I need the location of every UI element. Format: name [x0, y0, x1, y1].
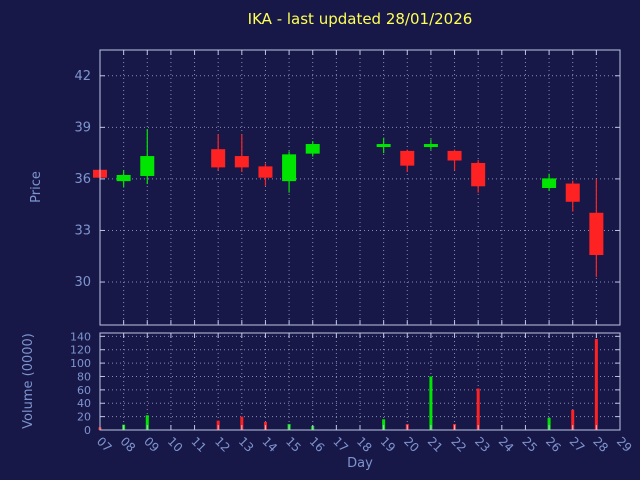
- candle-12: [211, 134, 226, 171]
- volume-bar-13: [240, 416, 244, 430]
- day-tick-label: 07: [94, 434, 115, 455]
- day-tick-label: 12: [212, 434, 233, 455]
- day-tick-label: 14: [259, 434, 280, 455]
- volume-tick-label: 20: [77, 411, 91, 424]
- day-tick-label: 23: [472, 434, 493, 455]
- candle-23: [471, 160, 486, 193]
- volume-tick-label: 80: [77, 370, 91, 383]
- candle-22: [447, 149, 462, 171]
- axes: [99, 49, 621, 431]
- day-tick-label: 19: [378, 434, 399, 455]
- day-tick-label: 16: [307, 434, 328, 455]
- day-tick-label: 20: [401, 434, 422, 455]
- day-tick-label: 08: [118, 434, 139, 455]
- volume-bar-28: [594, 339, 598, 430]
- volume-bar-19: [382, 419, 386, 430]
- candle-08: [116, 170, 131, 188]
- volume-bar-27: [571, 409, 575, 430]
- day-tick-label: 11: [188, 434, 209, 455]
- day-tick-label: 25: [519, 434, 540, 455]
- volume-tick-label: 140: [70, 330, 91, 343]
- candle-28: [589, 178, 604, 277]
- candle-26: [542, 173, 557, 191]
- candle-15: [282, 151, 297, 193]
- volume-tick-label: 40: [77, 397, 91, 410]
- volume-bar-26: [547, 417, 551, 430]
- price-tick-label: 39: [74, 120, 91, 135]
- chart-title: IKA - last updated 28/01/2026: [247, 10, 473, 28]
- price-tick-label: 36: [74, 172, 91, 187]
- candle-09: [140, 129, 155, 185]
- day-tick-label: 09: [141, 434, 162, 455]
- candle-20: [400, 149, 415, 173]
- candle-19: [376, 137, 391, 154]
- volume-bar-09: [145, 415, 149, 430]
- day-tick-label: 26: [543, 434, 564, 455]
- volume-tick-label: 100: [70, 357, 91, 370]
- grid-lines: [99, 50, 621, 431]
- price-tick-label: 30: [74, 275, 91, 290]
- candle-27: [565, 180, 580, 212]
- volume-tick-label: 60: [77, 384, 91, 397]
- x-axis-label: Day: [347, 456, 373, 471]
- candle-16: [305, 141, 320, 157]
- day-tick-label: 29: [614, 434, 635, 455]
- day-tick-label: 24: [496, 434, 517, 455]
- price-tick-label: 33: [74, 223, 91, 238]
- volume-bar-23: [476, 388, 480, 430]
- volume-bar-21: [429, 376, 433, 430]
- day-tick-label: 13: [236, 434, 257, 455]
- volume-tick-label: 120: [70, 344, 91, 357]
- day-tick-label: 15: [283, 434, 304, 455]
- day-tick-label: 18: [354, 434, 375, 455]
- candles: [93, 129, 604, 277]
- price-tick-label: 42: [74, 69, 91, 84]
- day-tick-label: 22: [448, 434, 469, 455]
- candle-21: [423, 139, 438, 150]
- day-tick-label: 10: [165, 434, 186, 455]
- candle-13: [234, 134, 249, 173]
- candle-14: [258, 163, 273, 186]
- day-tick-label: 28: [590, 434, 611, 455]
- volume-tick-label: 0: [84, 424, 91, 437]
- day-tick-label: 27: [567, 434, 588, 455]
- day-tick-label: 21: [425, 434, 446, 455]
- day-tick-label: 17: [330, 434, 351, 455]
